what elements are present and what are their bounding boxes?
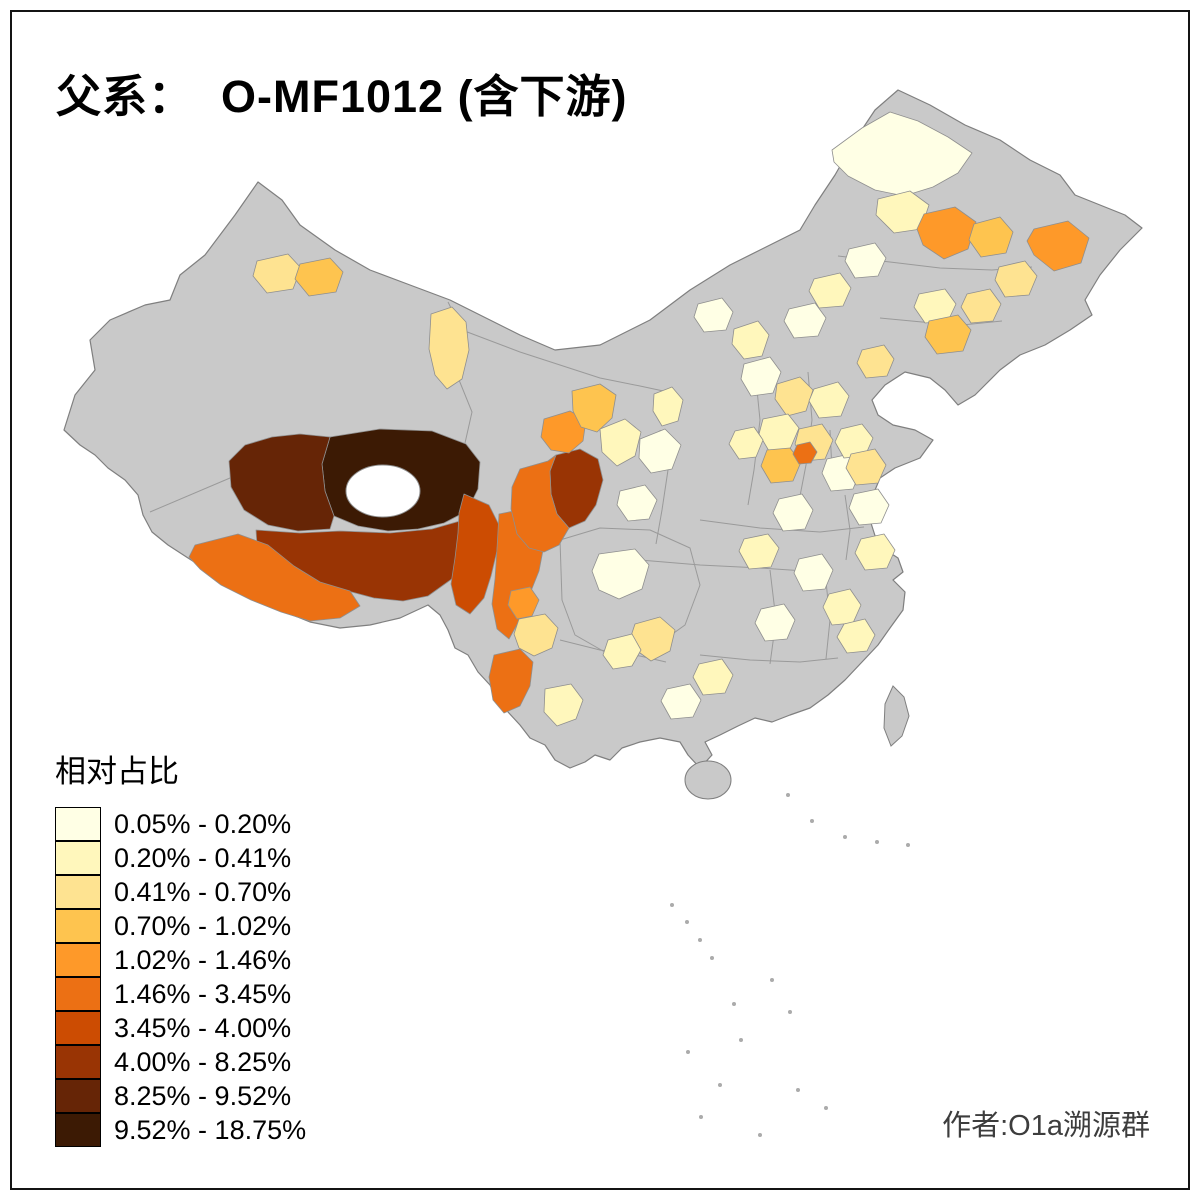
prefecture-region [836,618,876,654]
legend-swatch [55,807,101,841]
prefecture-region [507,586,540,620]
legend-items: 0.05% - 0.20% 0.20% - 0.41% 0.41% - 0.70% 0… [55,807,306,1147]
legend-item: 9.52% - 18.75% [55,1113,306,1147]
prefecture-region [252,253,302,294]
prefecture-region [510,454,570,553]
legend: 相对占比 0.05% - 0.20% 0.20% - 0.41% 0.41% - 0… [55,746,306,1147]
prefecture-region [652,386,684,427]
legend-swatch [55,1079,101,1113]
legend-item: 0.05% - 0.20% [55,807,306,841]
hainan-island [684,760,732,800]
prefecture-region [731,320,770,360]
legend-label: 3.45% - 4.00% [114,1012,292,1043]
page-title: 父系： O-MF1012 (含下游) [56,71,628,122]
prefecture-region [543,683,584,727]
legend-label: 0.20% - 0.41% [114,842,292,873]
legend-item: 8.25% - 9.52% [55,1079,306,1113]
prefecture-region [513,613,559,657]
prefecture-region [856,344,895,379]
prefecture-region [960,288,1002,324]
legend-swatch [55,977,101,1011]
legend-swatch [55,909,101,943]
prefecture-region [793,553,834,592]
prefecture-region [638,428,682,474]
colored-regions [188,111,1090,727]
prefecture-region [754,603,796,642]
prefecture-region [844,242,887,279]
legend-item: 1.02% - 1.46% [55,943,306,977]
attribution: 作者:O1a溯源群 [942,1110,1150,1142]
prefecture-region [1026,220,1090,272]
prefecture-region [968,216,1014,258]
prefecture-region [772,493,814,532]
south-china-sea-islands [670,793,910,1137]
prefecture-region [792,441,818,465]
prefecture-region [738,533,780,570]
prefecture-region [692,658,734,696]
prefecture-region [848,488,890,526]
legend-label: 1.02% - 1.46% [114,944,292,975]
legend-title: 相对占比 [55,754,179,789]
prefecture-region [808,381,850,419]
legend-item: 0.70% - 1.02% [55,909,306,943]
legend-item: 4.00% - 8.25% [55,1045,306,1079]
qinghai-lake [345,464,421,518]
legend-swatch [55,943,101,977]
prefecture-region [571,383,617,433]
legend-swatch [55,841,101,875]
prefecture-region [602,633,642,670]
legend-swatch [55,875,101,909]
legend-swatch [55,1011,101,1045]
legend-label: 4.00% - 8.25% [114,1046,292,1077]
legend-label: 9.52% - 18.75% [114,1114,307,1145]
prefecture-region [831,111,973,197]
legend-label: 0.41% - 0.70% [114,876,292,907]
prefecture-region [728,426,764,460]
prefecture-region [774,376,814,417]
legend-swatch [55,1113,101,1147]
prefecture-region [428,306,470,390]
prefecture-region [228,433,335,532]
prefecture-region [540,410,587,454]
prefecture-region [994,260,1038,298]
prefecture-region [808,272,852,309]
taiwan-island [883,685,910,747]
prefecture-region [599,418,642,467]
legend-label: 0.70% - 1.02% [114,910,292,941]
legend-item: 1.46% - 3.45% [55,977,306,1011]
legend-label: 1.46% - 3.45% [114,978,292,1009]
legend-label: 8.25% - 9.52% [114,1080,292,1111]
prefecture-region [488,648,534,714]
legend-swatch [55,1045,101,1079]
prefecture-region [924,314,972,355]
prefecture-region [760,447,802,484]
prefecture-region [845,448,887,486]
prefecture-region [188,533,361,622]
prefecture-region [916,206,977,260]
prefecture-region [854,533,896,571]
legend-item: 0.41% - 0.70% [55,875,306,909]
prefecture-region [783,302,827,339]
prefecture-region [660,683,702,720]
prefecture-region [294,257,344,297]
legend-item: 3.45% - 4.00% [55,1011,306,1045]
legend-item: 0.20% - 0.41% [55,841,306,875]
prefecture-region [740,356,782,397]
prefecture-region [591,548,650,600]
prefecture-region [693,297,734,333]
legend-label: 0.05% - 0.20% [114,808,292,839]
prefecture-region [616,484,658,522]
